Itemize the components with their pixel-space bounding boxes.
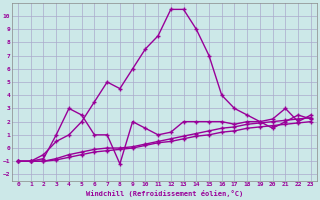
X-axis label: Windchill (Refroidissement éolien,°C): Windchill (Refroidissement éolien,°C) bbox=[86, 190, 243, 197]
